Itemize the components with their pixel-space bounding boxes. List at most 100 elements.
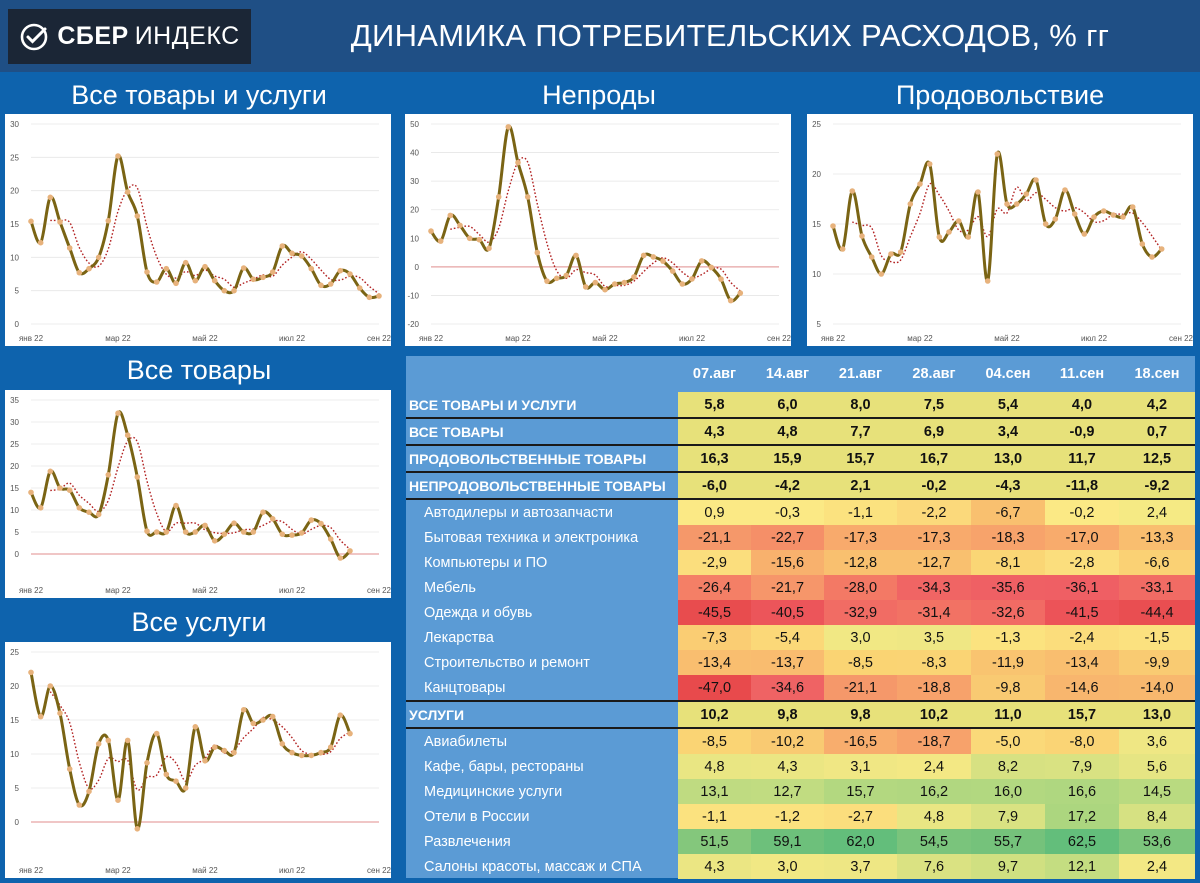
- y-tick-label: 25: [10, 153, 19, 162]
- table-row: Компьютеры и ПО -2,9 -15,6 -12,8 -12,7 -8,1 -2…: [406, 550, 1195, 575]
- column-header: 14.авг: [765, 366, 810, 382]
- y-tick-label: 10: [10, 750, 19, 759]
- y-tick-label: 50: [410, 120, 419, 129]
- logo-light-text: ИНДЕКС: [134, 22, 240, 50]
- table-cell: -2,9: [678, 550, 751, 575]
- data-point: [1158, 246, 1165, 252]
- data-point: [153, 529, 160, 535]
- data-point: [202, 522, 208, 529]
- data-point: [486, 245, 492, 252]
- x-tick-label: июл 22: [679, 334, 706, 343]
- data-point: [76, 269, 83, 276]
- data-point: [839, 246, 846, 252]
- table-cell: 3,7: [824, 854, 897, 879]
- table-cell: -4,2: [751, 472, 824, 500]
- data-point: [1013, 201, 1020, 207]
- table-cell: 59,1: [751, 829, 824, 854]
- table-cell: -47,0: [678, 675, 751, 701]
- data-point: [173, 502, 179, 509]
- x-tick-label: сен 22: [367, 586, 391, 595]
- data-point: [907, 201, 914, 207]
- table-cell: -9,9: [1119, 650, 1195, 675]
- table-cell: -5,0: [971, 728, 1045, 754]
- table-cell: 3,4: [971, 418, 1045, 446]
- y-tick-label: 10: [410, 234, 419, 243]
- data-point: [318, 749, 324, 756]
- row-label: НЕПРОДОВОЛЬСТВЕННЫЕ ТОВАРЫ: [406, 472, 678, 500]
- y-tick-label: 15: [812, 220, 821, 229]
- table-cell: -36,1: [1045, 575, 1119, 600]
- data-point: [849, 188, 856, 194]
- data-point: [308, 752, 315, 759]
- table-row: УСЛУГИ 10,2 9,8 9,8 10,2 11,0 15,7 13,0: [406, 700, 1195, 729]
- table-cell: 9,8: [824, 700, 897, 729]
- data-point: [134, 213, 141, 219]
- data-point: [582, 284, 589, 290]
- table-row: ПРОДОВОЛЬСТВЕННЫЕ ТОВАРЫ 16,3 15,9 15,7 16,7…: [406, 445, 1195, 473]
- header: СБЕР ИНДЕКС ДИНАМИКА ПОТРЕБИТЕЛЬСКИХ РАСХ…: [0, 0, 1200, 72]
- row-label: Отели в России: [424, 808, 530, 825]
- data-point: [347, 730, 353, 737]
- y-tick-label: 0: [15, 818, 20, 827]
- data-point: [1052, 216, 1059, 222]
- data-point: [86, 265, 92, 272]
- data-point: [105, 472, 112, 478]
- data-point: [1023, 191, 1030, 197]
- column-header: 18.сен: [1134, 366, 1180, 382]
- data-point: [86, 788, 92, 795]
- data-point: [428, 228, 434, 234]
- y-tick-label: 35: [10, 396, 19, 405]
- data-point: [318, 282, 324, 289]
- data-point: [289, 532, 295, 538]
- data-point: [965, 234, 972, 240]
- table-cell: -0,2: [1045, 499, 1119, 525]
- data-point: [975, 189, 981, 195]
- data-point: [356, 285, 363, 291]
- table-cell: 2,4: [897, 754, 971, 779]
- data-point: [298, 253, 305, 259]
- data-point: [192, 277, 199, 284]
- chart-title-food: Продовольствие: [895, 79, 1105, 110]
- data-point: [47, 683, 54, 689]
- table-cell: 4,8: [897, 804, 971, 829]
- table-cell: 7,6: [897, 854, 971, 879]
- chart-services: 0 5 10 15 20 25 янв 22 мар 22 май 22 июл 22 сен 22: [5, 642, 391, 878]
- table-cell: -14,6: [1045, 675, 1119, 701]
- data-point: [124, 189, 131, 195]
- row-label: Автодилеры и автозапчасти: [424, 504, 614, 521]
- data-point: [298, 530, 305, 536]
- data-point: [163, 771, 170, 778]
- y-tick-label: 20: [812, 170, 821, 179]
- y-tick-label: 5: [15, 287, 20, 296]
- x-tick-label: янв 22: [19, 334, 44, 343]
- row-label: ВСЕ ТОВАРЫ И УСЛУГИ: [406, 392, 678, 419]
- data-point: [544, 278, 550, 284]
- table-row: Одежда и обувь -45,5 -40,5 -32,9 -31,4 -32,6-…: [406, 600, 1195, 625]
- x-tick-label: май 22: [994, 334, 1020, 343]
- data-point: [631, 274, 637, 280]
- series-line: [29, 672, 352, 831]
- data-point: [515, 159, 521, 166]
- data-point: [660, 258, 666, 264]
- table-cell: 16,7: [897, 445, 971, 473]
- table-cell: -1,1: [824, 499, 897, 525]
- table-cell: -10,2: [751, 728, 824, 754]
- y-tick-label: 0: [15, 550, 20, 559]
- y-tick-label: 25: [10, 440, 19, 449]
- data-point: [611, 281, 618, 287]
- data-point: [308, 517, 315, 523]
- trend-line: [852, 182, 1163, 264]
- data-point: [279, 741, 286, 747]
- data-point: [1100, 208, 1107, 214]
- table-cell: -22,7: [751, 525, 824, 550]
- data-point: [1081, 231, 1088, 237]
- row-label: Мебель: [424, 579, 476, 596]
- table-cell: -17,0: [1045, 525, 1119, 550]
- data-point: [95, 741, 102, 747]
- data-point: [221, 747, 228, 754]
- table-cell: 15,7: [1045, 700, 1119, 729]
- table-row: Отели в России -1,1 -1,2 -2,7 4,8 7,9 17,2 8,4: [406, 804, 1195, 829]
- table-cell: -0,9: [1045, 418, 1119, 446]
- table-cell: -21,7: [751, 575, 824, 600]
- table-cell: 5,6: [1119, 754, 1195, 779]
